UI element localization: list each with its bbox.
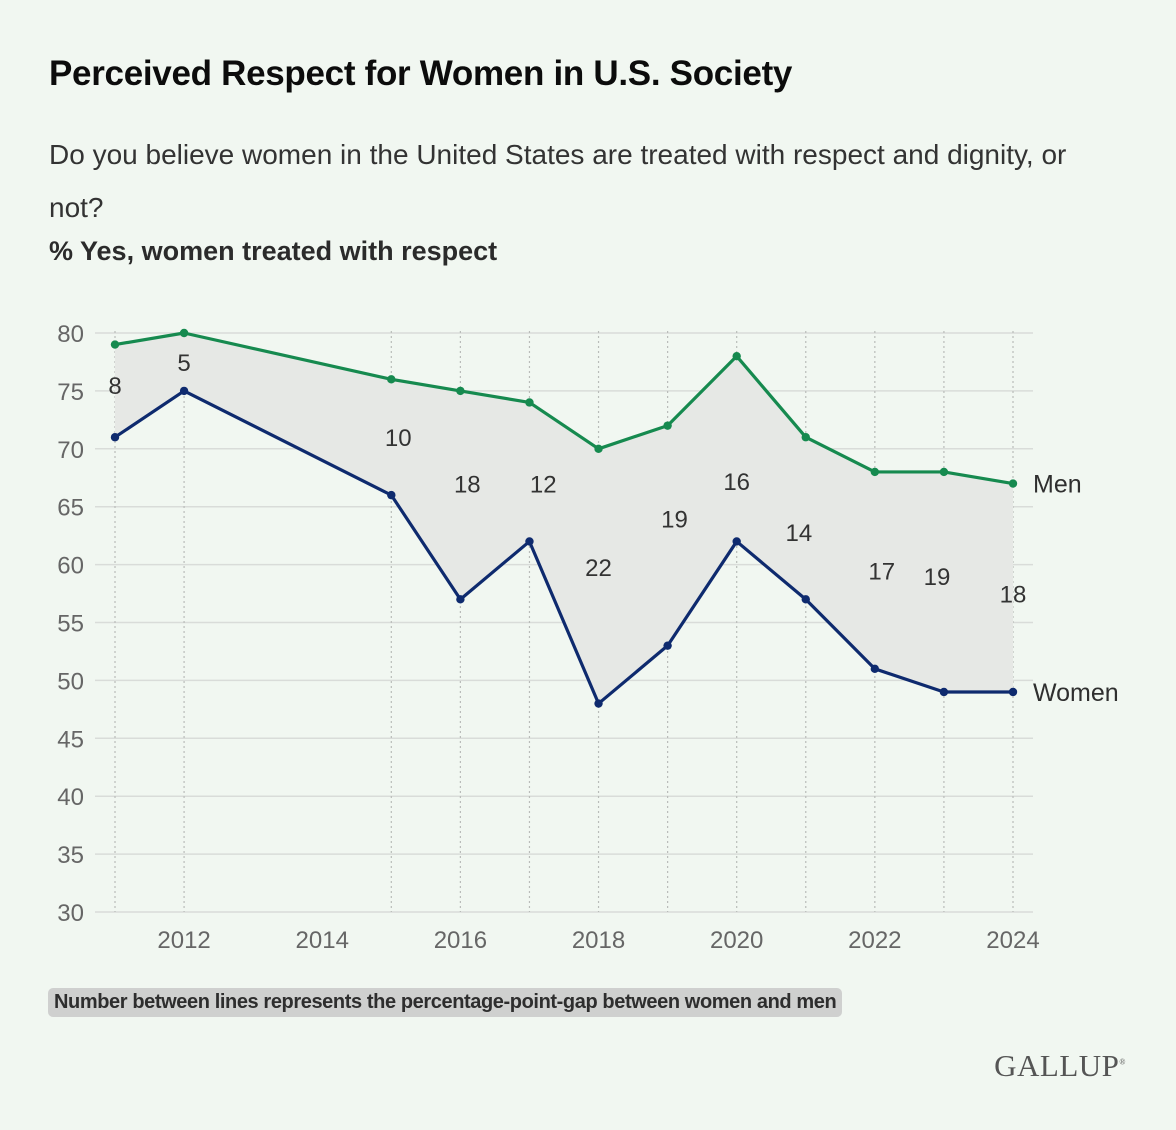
y-tick-label: 30 [57, 900, 84, 927]
women-point-2016 [456, 595, 465, 604]
gap-label-2022: 17 [868, 558, 895, 585]
women-point-2020 [732, 537, 741, 546]
x-tick-label: 2012 [157, 927, 210, 954]
women-point-2022 [870, 664, 880, 674]
women-point-2024 [1008, 687, 1018, 697]
measure-label: % Yes, women treated with respect [49, 236, 498, 266]
gap-label-2018: 22 [585, 555, 612, 582]
gap-label-2023: 19 [924, 564, 951, 591]
y-tick-label: 75 [57, 379, 84, 406]
women-point-2017 [525, 537, 534, 546]
women-point-2023 [939, 687, 949, 697]
gap-label-2017: 12 [530, 472, 557, 499]
gap-label-2021: 14 [786, 520, 813, 547]
men-point-2024 [1008, 479, 1018, 488]
men-point-2021 [801, 433, 810, 442]
y-tick-label: 45 [57, 726, 84, 753]
y-tick-label: 70 [57, 437, 84, 464]
y-tick-label: 80 [57, 321, 84, 348]
men-point-2011 [110, 340, 120, 349]
x-tick-label: 2014 [296, 927, 349, 954]
brand-text: GALLUP [994, 1048, 1120, 1083]
men-point-2017 [525, 398, 534, 407]
x-tick-label: 2018 [572, 927, 625, 954]
gap-area [115, 333, 1013, 704]
gap-label-2020: 16 [723, 469, 750, 496]
women-point-2011 [110, 433, 120, 442]
footnote: Number between lines represents the perc… [48, 988, 843, 1017]
x-tick-label: 2016 [434, 927, 487, 954]
y-tick-label: 40 [57, 784, 84, 811]
gap-area-fill [115, 333, 1013, 704]
women-point-2019 [663, 641, 672, 650]
women-point-2018 [594, 699, 603, 708]
gap-label-2016: 18 [454, 472, 481, 499]
gap-label-2019: 19 [661, 506, 688, 533]
men-point-2018 [594, 444, 603, 453]
women-point-2015 [387, 490, 396, 500]
y-tick-label: 55 [57, 611, 84, 638]
women-point-2021 [801, 595, 810, 604]
women-series-label: Women [1033, 679, 1119, 707]
series-labels: Men Women [1033, 471, 1119, 707]
x-tick-label: 2022 [848, 927, 901, 954]
men-point-2016 [456, 386, 465, 396]
x-tick-label: 2024 [986, 927, 1039, 954]
data-points [110, 328, 1018, 708]
men-point-2012 [179, 328, 189, 338]
men-point-2020 [732, 351, 741, 361]
chart-subtitle: Do you believe women in the United State… [49, 139, 1067, 223]
series-lines [114, 331, 1014, 706]
men-point-2022 [870, 467, 880, 477]
gap-label-2024: 18 [1000, 582, 1027, 609]
men-point-2019 [663, 421, 672, 430]
gap-labels: 8 5 10 18 12 22 19 16 14 17 19 18 [108, 350, 1026, 609]
gallup-logo: GALLUP® [994, 1048, 1126, 1084]
men-series-label: Men [1033, 471, 1082, 499]
gap-label-2011: 8 [108, 373, 121, 400]
y-tick-label: 60 [57, 553, 84, 580]
women-point-2012 [179, 386, 189, 396]
x-tick-label: 2020 [710, 927, 763, 954]
men-point-2015 [387, 375, 396, 384]
y-tick-label: 50 [57, 668, 84, 695]
chart-title: Perceived Respect for Women in U.S. Soci… [49, 54, 793, 93]
x-axis: 2012 2014 2016 2018 2020 2022 2024 [157, 927, 1039, 954]
men-point-2023 [939, 467, 949, 477]
y-tick-label: 65 [57, 495, 84, 522]
y-tick-label: 35 [57, 842, 84, 869]
gap-label-2015: 10 [385, 425, 412, 452]
women-line [114, 389, 1013, 706]
registered-mark: ® [1119, 1057, 1126, 1067]
y-axis: 30 35 40 45 50 55 60 65 70 75 80 [57, 321, 84, 927]
gap-label-2012: 5 [177, 350, 190, 377]
men-line [114, 331, 1014, 486]
